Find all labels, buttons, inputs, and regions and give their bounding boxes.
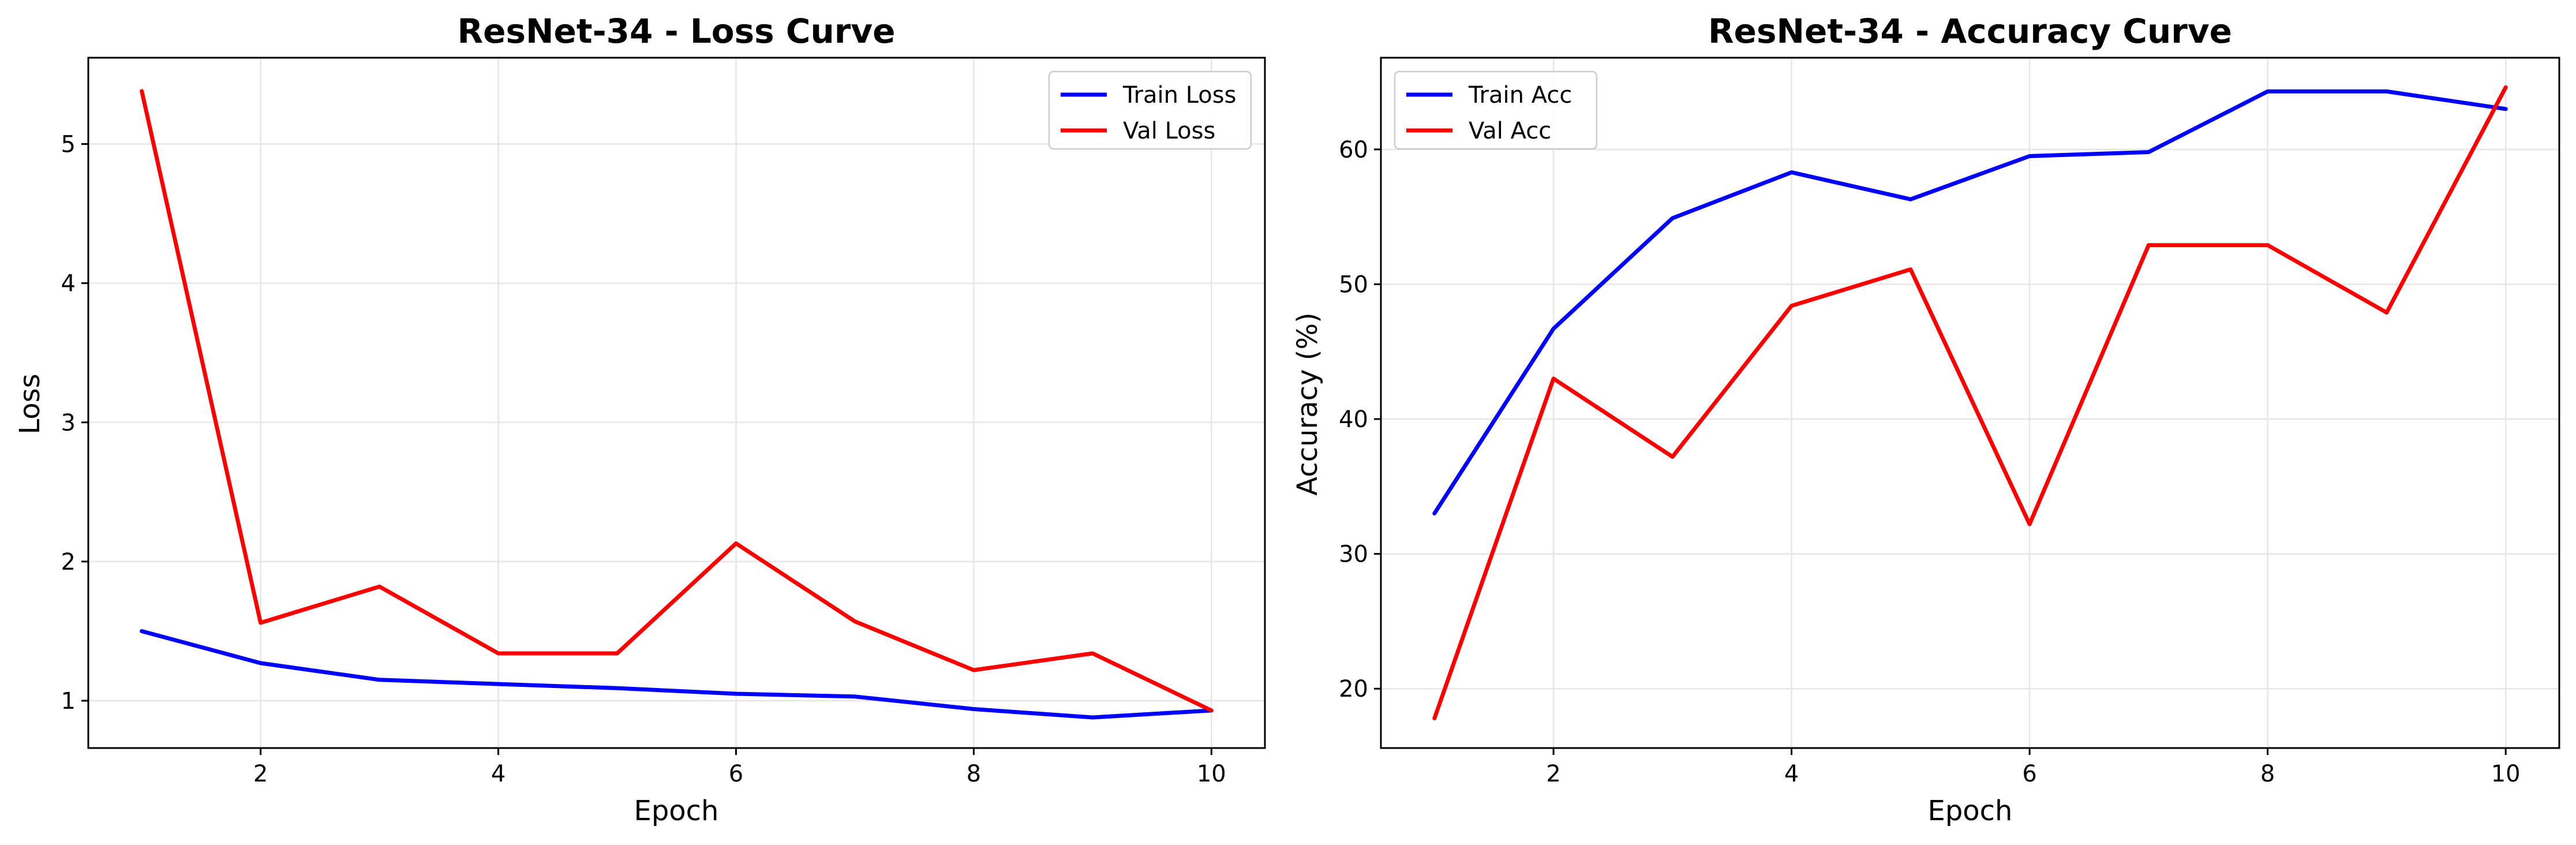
loss-chart-ytick-label: 1 [61, 688, 76, 715]
accuracy-chart-ylabel: Accuracy (%) [1291, 312, 1324, 495]
loss-chart-xtick-label: 10 [1197, 761, 1226, 787]
loss-chart-xlabel: Epoch [634, 795, 719, 827]
accuracy-chart-frame [1380, 57, 2560, 749]
loss-chart-title: ResNet-34 - Loss Curve [457, 12, 895, 51]
loss-chart-frame [87, 57, 1266, 749]
loss-chart-ytick-label: 4 [61, 271, 76, 297]
accuracy-chart-xtick-label: 2 [1546, 761, 1560, 787]
accuracy-chart-legend-label: Train Acc [1468, 82, 1572, 109]
loss-chart-series-val-loss [140, 89, 1214, 713]
accuracy-chart-xtick-label: 8 [2260, 761, 2275, 787]
accuracy-chart-legend-label: Val Acc [1469, 118, 1551, 144]
accuracy-chart-ytick-label: 50 [1339, 271, 1368, 298]
accuracy-chart: ResNet-34 - Accuracy Curve Epoch Accurac… [1291, 12, 2560, 827]
accuracy-chart-xtick-label: 4 [1784, 761, 1799, 787]
loss-chart-ytick-label: 3 [61, 410, 76, 436]
accuracy-chart-ytick-label: 20 [1339, 676, 1368, 702]
loss-chart-ylabel: Loss [14, 373, 46, 434]
accuracy-chart-series-train-acc [1432, 89, 2508, 515]
loss-chart-xtick-label: 4 [491, 761, 506, 787]
accuracy-chart-ytick-label: 40 [1339, 406, 1368, 433]
accuracy-chart-legend: Train Acc Val Acc [1394, 70, 1598, 150]
loss-chart-ytick-label: 5 [61, 132, 76, 158]
accuracy-chart-ytick-label: 30 [1339, 541, 1368, 568]
loss-chart: ResNet-34 - Loss Curve Epoch Loss 2 4 6 8 10… [14, 12, 1266, 827]
loss-chart-xtick-label: 2 [253, 761, 268, 787]
loss-chart-xtick-label: 6 [729, 761, 743, 787]
loss-chart-series-train-loss [140, 629, 1214, 720]
loss-chart-xtick-label: 8 [967, 761, 981, 787]
loss-chart-ytick-label: 2 [61, 549, 76, 575]
accuracy-chart-series-val-acc [1432, 85, 2508, 721]
accuracy-chart-ytick-label: 60 [1339, 137, 1368, 163]
loss-chart-legend: Train Loss Val Loss [1048, 70, 1252, 150]
accuracy-chart-xtick-label: 10 [2491, 761, 2521, 787]
accuracy-chart-title: ResNet-34 - Accuracy Curve [1708, 12, 2232, 51]
loss-chart-legend-label: Val Loss [1123, 118, 1215, 144]
accuracy-chart-xlabel: Epoch [1928, 795, 2013, 827]
loss-chart-legend-label: Train Loss [1122, 82, 1236, 109]
accuracy-chart-xtick-label: 6 [2022, 761, 2036, 787]
